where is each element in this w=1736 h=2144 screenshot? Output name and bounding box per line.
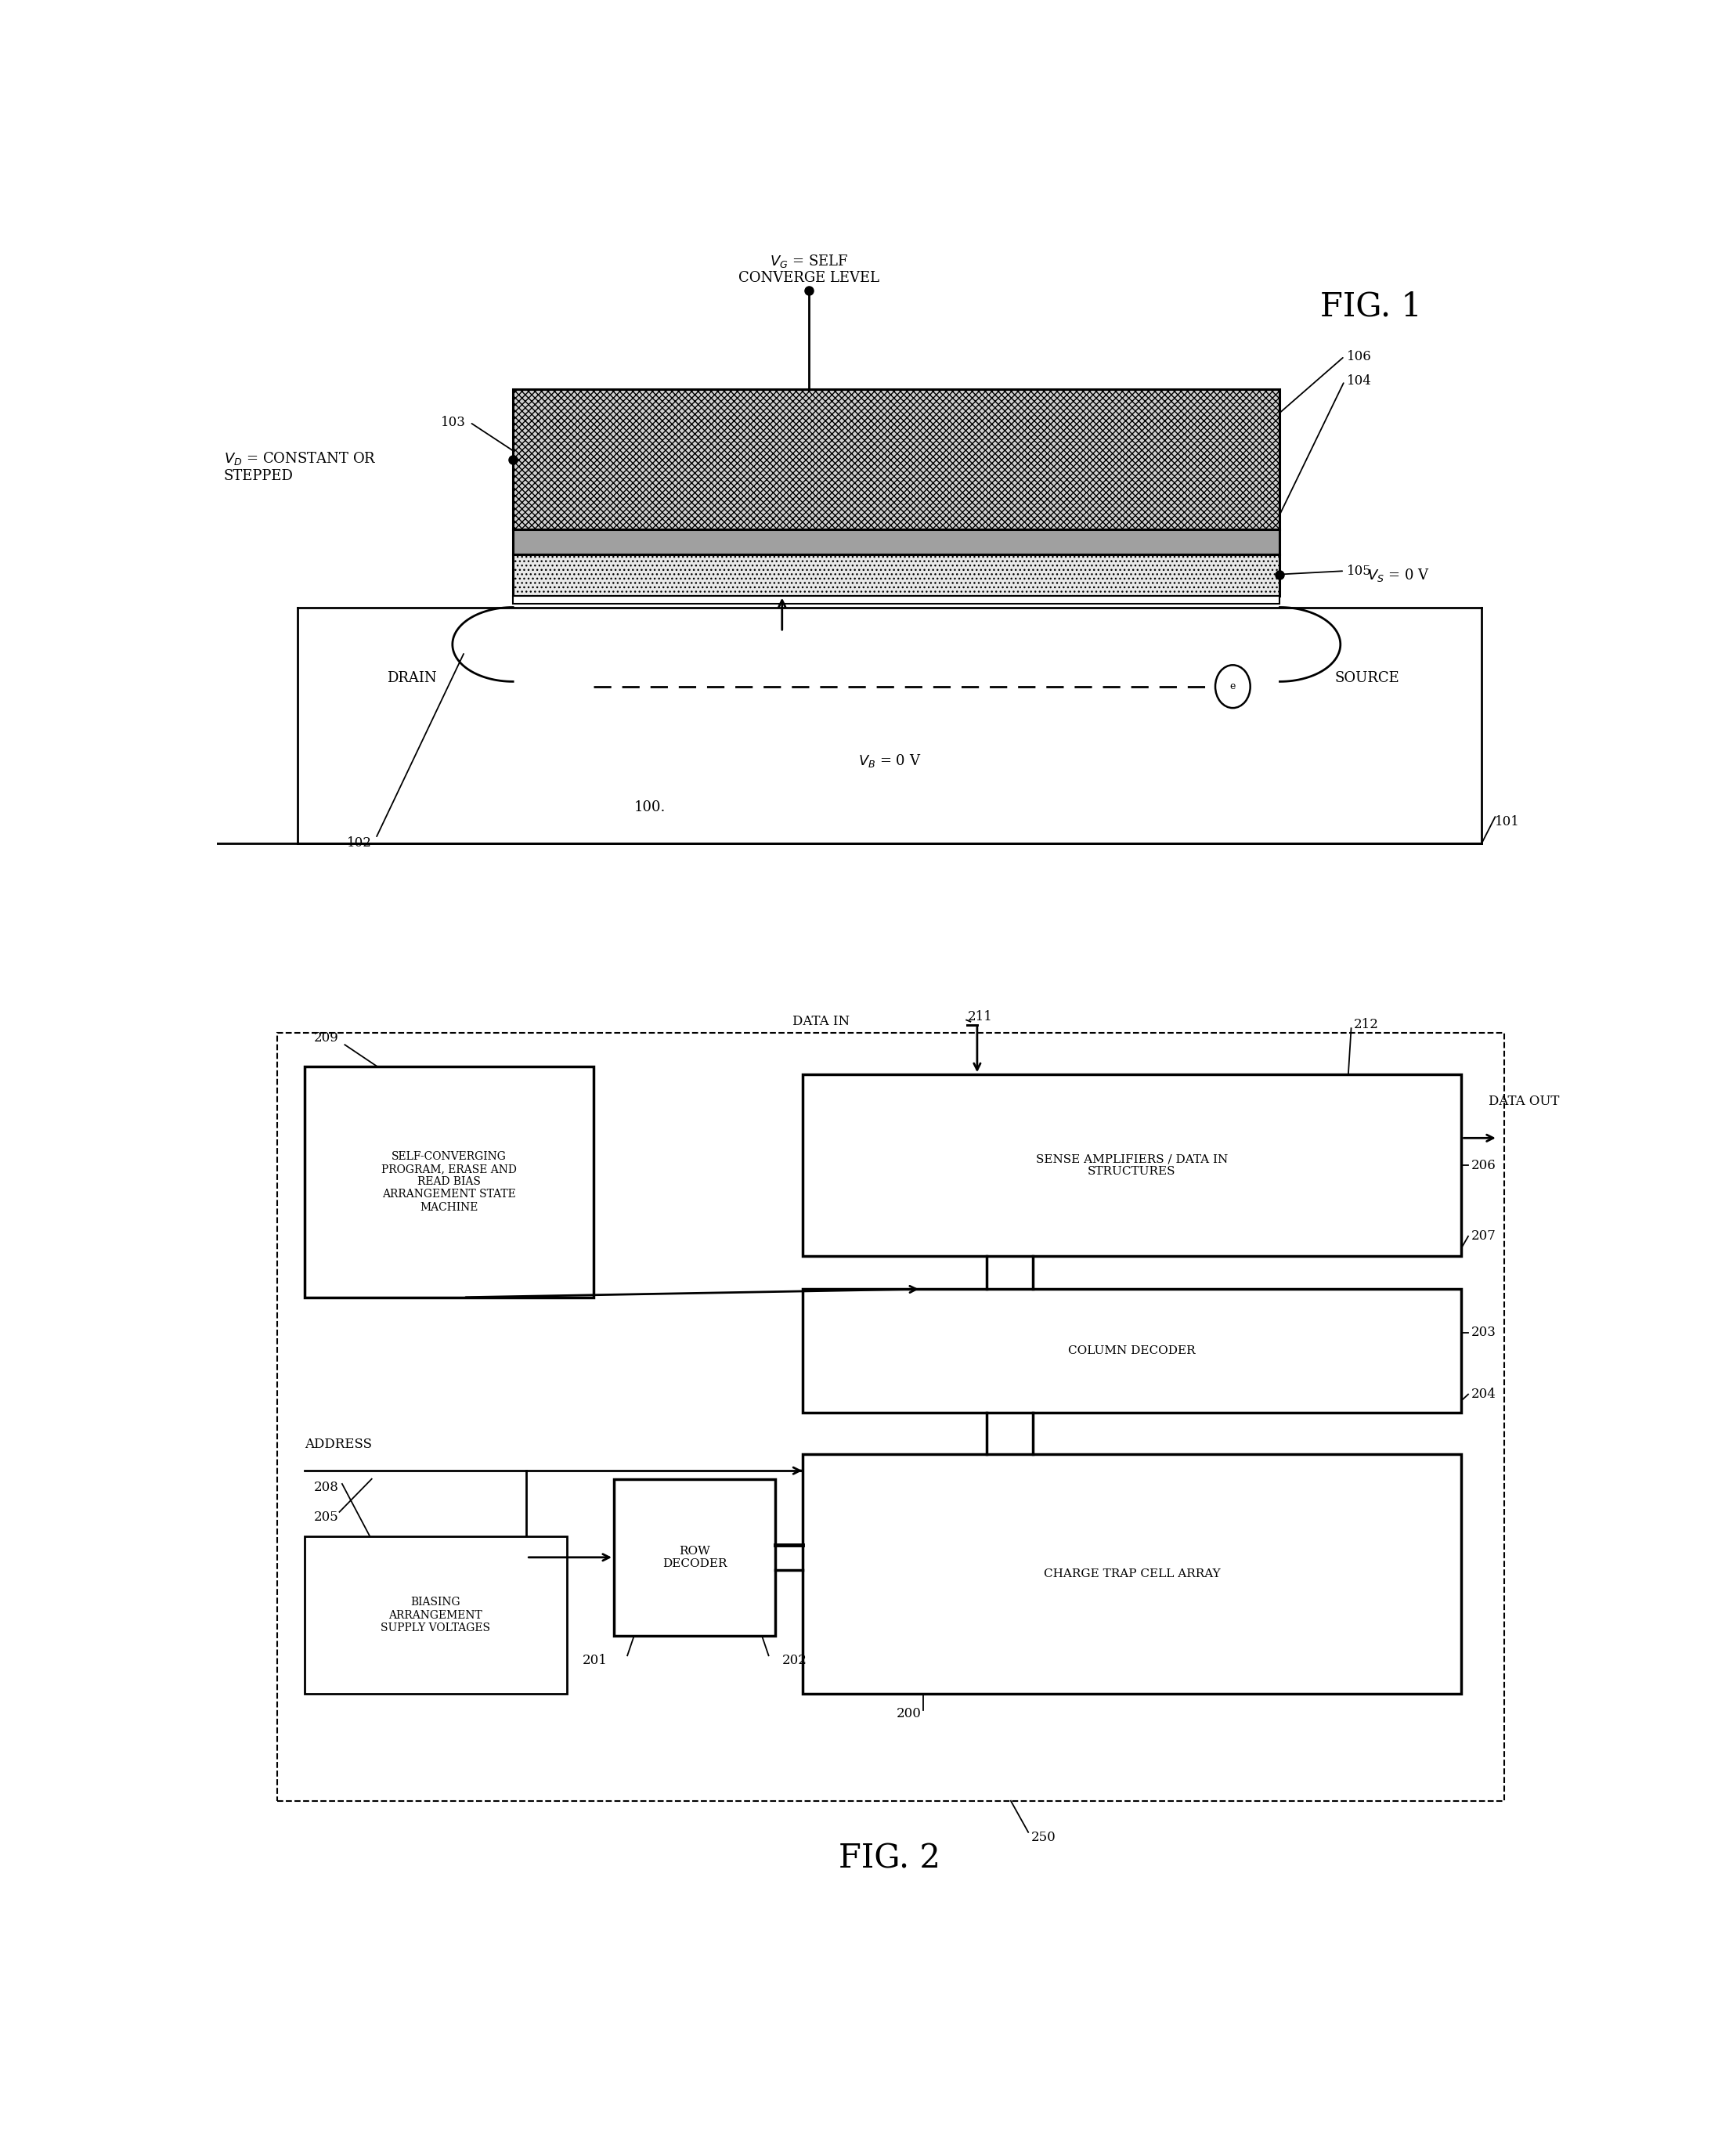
Bar xyxy=(278,1033,1505,1801)
Text: 206: 206 xyxy=(1470,1158,1496,1173)
Text: $V_D$ = CONSTANT OR
STEPPED: $V_D$ = CONSTANT OR STEPPED xyxy=(224,450,377,482)
Bar xyxy=(514,555,1279,596)
Text: DATA OUT: DATA OUT xyxy=(1488,1096,1559,1108)
Text: 201: 201 xyxy=(582,1653,608,1668)
Text: SENSE AMPLIFIERS / DATA IN
STRUCTURES: SENSE AMPLIFIERS / DATA IN STRUCTURES xyxy=(1036,1153,1227,1177)
Text: ADDRESS: ADDRESS xyxy=(304,1439,372,1451)
Text: eeee: eeee xyxy=(641,568,677,583)
Bar xyxy=(802,1289,1462,1413)
Text: 211: 211 xyxy=(967,1010,993,1023)
Text: 209: 209 xyxy=(314,1031,339,1044)
Text: 204: 204 xyxy=(1470,1387,1496,1400)
Text: 203: 203 xyxy=(1470,1325,1496,1340)
Text: 104: 104 xyxy=(1347,375,1371,388)
Text: 205: 205 xyxy=(314,1509,339,1524)
Bar xyxy=(304,1066,594,1297)
Text: $V_G$ = SELF
CONVERGE LEVEL: $V_G$ = SELF CONVERGE LEVEL xyxy=(738,253,880,285)
Text: 100.: 100. xyxy=(634,800,665,815)
Bar xyxy=(304,1537,566,1694)
Text: BIASING
ARRANGEMENT
SUPPLY VOLTAGES: BIASING ARRANGEMENT SUPPLY VOLTAGES xyxy=(380,1597,491,1634)
Text: 207: 207 xyxy=(1470,1231,1496,1244)
Bar xyxy=(802,1454,1462,1694)
Text: 103: 103 xyxy=(441,416,465,429)
Text: 101: 101 xyxy=(1495,815,1521,828)
Text: e: e xyxy=(1229,682,1236,693)
Text: ROW
DECODER: ROW DECODER xyxy=(663,1546,727,1569)
Text: FIG. 1: FIG. 1 xyxy=(1319,289,1422,324)
Text: SOURCE: SOURCE xyxy=(1335,671,1399,686)
Bar xyxy=(615,1479,776,1636)
Text: 106: 106 xyxy=(1347,349,1371,362)
Text: 250: 250 xyxy=(1031,1831,1055,1844)
Text: 202: 202 xyxy=(781,1653,807,1668)
Text: DATA IN: DATA IN xyxy=(792,1014,849,1029)
Bar xyxy=(514,390,1279,530)
Text: CHARGE TRAP CELL ARRAY: CHARGE TRAP CELL ARRAY xyxy=(1043,1569,1220,1580)
Text: 200: 200 xyxy=(896,1707,922,1719)
Text: SELF-CONVERGING
PROGRAM, ERASE AND
READ BIAS
ARRANGEMENT STATE
MACHINE: SELF-CONVERGING PROGRAM, ERASE AND READ … xyxy=(382,1151,517,1214)
Text: 212: 212 xyxy=(1354,1018,1378,1031)
Text: $V_B$ = 0 V: $V_B$ = 0 V xyxy=(858,753,922,770)
Text: DRAIN: DRAIN xyxy=(387,671,437,686)
Bar xyxy=(514,530,1279,555)
Text: 105: 105 xyxy=(1347,564,1371,577)
Circle shape xyxy=(1215,665,1250,708)
Text: COLUMN DECODER: COLUMN DECODER xyxy=(1068,1346,1196,1357)
Text: 208: 208 xyxy=(314,1482,339,1494)
Bar xyxy=(802,1074,1462,1256)
Text: FIG. 2: FIG. 2 xyxy=(838,1842,941,1876)
Bar xyxy=(514,596,1279,605)
Text: 102: 102 xyxy=(347,836,372,849)
Text: $V_S$ = 0 V: $V_S$ = 0 V xyxy=(1368,566,1430,583)
